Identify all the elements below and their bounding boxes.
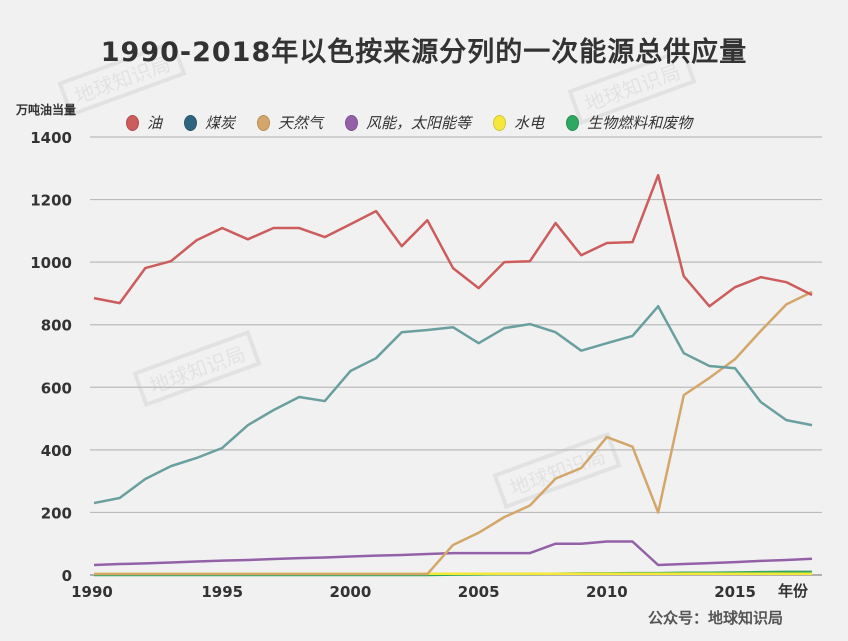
legend-item: 天然气 <box>257 112 323 133</box>
series-line-风能，太阳能等 <box>93 540 813 567</box>
legend-label: 生物燃料和废物 <box>587 114 693 132</box>
x-tick-label: 1990 <box>71 583 113 601</box>
legend-item: 风能，太阳能等 <box>345 112 471 133</box>
y-tick-label: 1400 <box>30 129 72 147</box>
legend-label: 天然气 <box>278 114 324 132</box>
series-line-油 <box>93 173 813 308</box>
legend-label: 油 <box>147 114 163 132</box>
x-tick-label: 2015 <box>714 583 756 601</box>
y-tick-label: 1000 <box>30 254 72 272</box>
legend-item: 生物燃料和废物 <box>566 112 692 133</box>
y-tick-label: 1200 <box>30 192 72 210</box>
x-axis-label: 年份 <box>778 582 809 600</box>
y-tick-label: 600 <box>41 379 72 397</box>
y-tick-label: 400 <box>41 442 72 460</box>
x-tick-label: 2000 <box>330 583 372 601</box>
source-credit: 公众号：地球知识局 <box>648 609 784 627</box>
x-tick-label: 2005 <box>458 583 500 601</box>
chart-title: 1990-2018年以色按来源分列的一次能源总供应量 <box>100 37 748 68</box>
legend-marker <box>493 114 507 131</box>
legend-item: 水电 <box>493 112 544 133</box>
x-tick-label: 1995 <box>201 583 243 601</box>
legend-marker <box>566 114 580 131</box>
y-tick-label: 0 <box>62 567 72 585</box>
legend: 油 煤炭 天然气 风能，太阳能等 水电 生物燃料和废物 <box>126 112 692 133</box>
legend-marker <box>126 114 139 131</box>
legend-label: 煤炭 <box>205 114 236 132</box>
y-axis-label: 万吨油当量 <box>16 103 77 117</box>
x-tick-label: 2010 <box>586 583 628 601</box>
series-line-煤炭 <box>93 305 813 505</box>
legend-item: 煤炭 <box>184 112 235 133</box>
legend-marker <box>345 114 359 131</box>
legend-label: 水电 <box>514 114 545 132</box>
legend-label: 风能，太阳能等 <box>366 114 472 132</box>
legend-marker <box>184 114 198 131</box>
legend-item: 油 <box>126 112 162 133</box>
legend-marker <box>257 114 271 131</box>
y-tick-label: 200 <box>41 504 72 522</box>
series-line-天然气 <box>94 290 813 576</box>
y-tick-label: 800 <box>41 317 72 335</box>
